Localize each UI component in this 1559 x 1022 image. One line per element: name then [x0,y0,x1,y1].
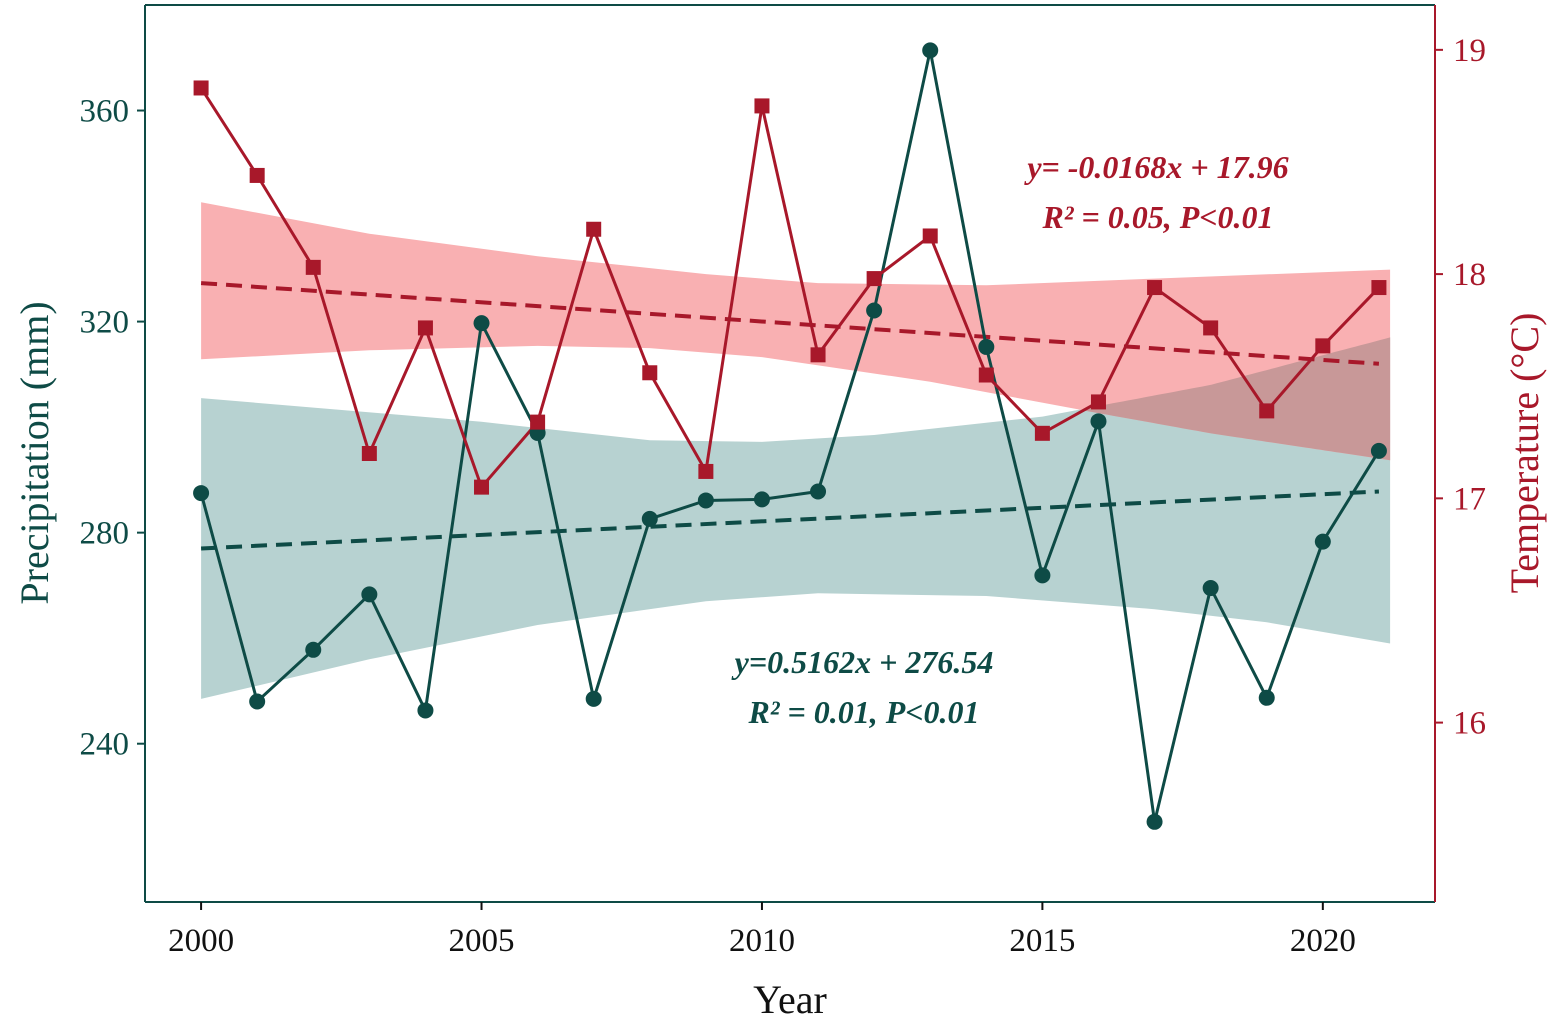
series-markers [193,42,1387,830]
temperature-point-2001 [249,167,265,183]
y-right-tick-label-17: 17 [1453,481,1486,517]
y-right-tick-label-16: 16 [1453,706,1486,742]
precipitation-point-2015 [1034,567,1051,584]
precipitation-point-2013 [922,42,939,59]
precipitation-point-2003 [361,586,378,603]
temperature-point-2009 [698,463,714,479]
y-left-tick-label-360: 360 [80,94,130,130]
precipitation-point-2001 [249,693,266,710]
y-left-tick-label-320: 320 [80,305,130,341]
precipitation-point-2000 [193,485,210,502]
precipitation-confidence-band [201,337,1391,699]
precipitation-point-2007 [585,690,602,707]
temperature-point-2010 [754,98,770,114]
temperature-point-2007 [586,221,602,237]
x-tick-label-2000: 2000 [168,923,234,959]
confidence-bands [201,202,1391,699]
precipitation-point-2004 [417,702,434,719]
precipitation-point-2012 [866,302,883,319]
temperature-equation: y= -0.0168x + 17.96 [1023,149,1288,185]
temperature-trend-line [200,281,1380,366]
precipitation-point-2002 [305,641,322,658]
x-tick-label-2010: 2010 [729,923,795,959]
temperature-point-2020 [1315,338,1331,354]
y-right-tick-label-18: 18 [1453,257,1486,293]
precipitation-point-2010 [753,491,770,508]
precipitation-series-line [199,50,1381,823]
temperature-point-2017 [1147,280,1163,296]
temperature-point-2015 [1034,425,1050,441]
precipitation-point-2005 [473,315,490,332]
trend-lines [200,281,1380,551]
precipitation-point-2018 [1202,580,1219,597]
x-axis-title: Year [753,977,827,1022]
precipitation-trend-line [200,489,1380,551]
y-right-axis-ticks: 16 17 18 19 [1435,33,1486,742]
series-lines [199,50,1381,823]
y-left-tick-label-280: 280 [80,516,130,552]
temperature-point-2000 [193,80,209,96]
temperature-point-2002 [305,259,321,275]
x-axis-ticks: 2000 2005 2010 2015 2020 [168,902,1356,959]
precipitation-point-2019 [1258,689,1275,706]
x-tick-label-2015: 2015 [1009,923,1075,959]
temperature-series-line [199,87,1380,491]
precipitation-point-2016 [1090,413,1107,430]
y-left-axis-title: Precipitation (mm) [12,301,57,604]
temperature-point-2018 [1203,320,1219,336]
temperature-point-2003 [361,446,377,461]
y-right-axis-title: Temperature (°C) [1502,313,1547,594]
precipitation-point-2011 [810,483,827,500]
y-left-tick-label-240: 240 [80,727,130,763]
y-left-axis-ticks: 240 280 320 360 [80,94,145,763]
temperature-point-2006 [530,414,546,430]
temperature-point-2016 [1090,394,1106,410]
precipitation-r2: R² = 0.01, P<0.01 [748,694,980,730]
temperature-r2: R² = 0.05, P<0.01 [1042,199,1274,235]
y-right-tick-label-19: 19 [1453,33,1486,69]
temperature-point-2019 [1259,403,1275,419]
precipitation-point-2009 [697,492,714,509]
precipitation-equation: y=0.5162x + 276.54 [731,644,994,680]
temperature-point-2004 [417,320,433,336]
temperature-point-2012 [866,271,882,287]
temperature-point-2005 [474,479,490,495]
temperature-point-2013 [922,228,938,244]
precipitation-point-2008 [641,510,658,527]
x-tick-label-2020: 2020 [1290,923,1356,959]
x-tick-label-2005: 2005 [449,923,515,959]
plot-frame [144,4,1436,903]
temperature-point-2014 [978,367,994,383]
precipitation-point-2014 [978,338,995,355]
temperature-point-2008 [642,365,658,381]
band-overlap-region [1083,337,1391,461]
temperature-point-2021 [1371,280,1387,296]
precipitation-point-2020 [1314,533,1331,550]
temperature-point-2011 [810,347,826,363]
precipitation-point-2017 [1146,813,1163,830]
precipitation-point-2021 [1370,442,1387,459]
